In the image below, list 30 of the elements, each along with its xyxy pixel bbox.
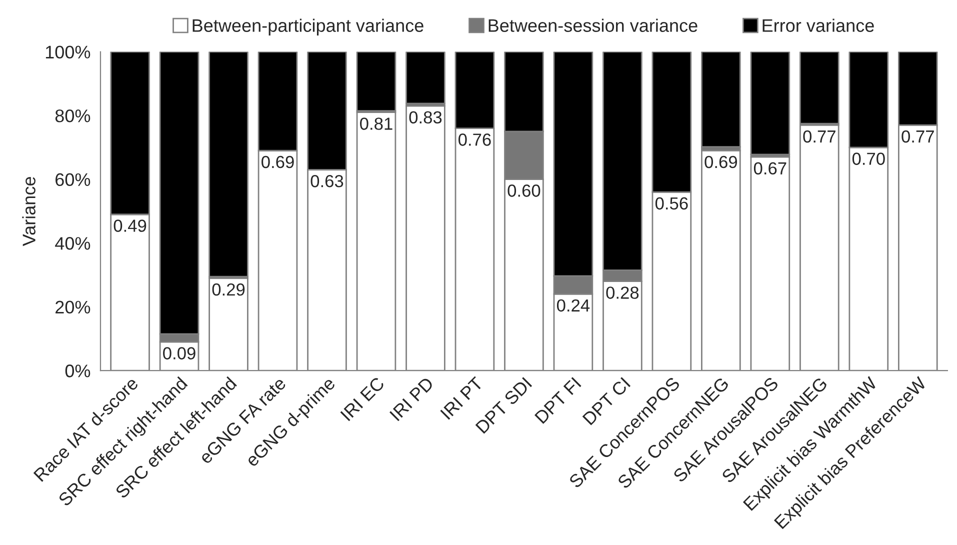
data-label: 0.09	[163, 347, 196, 360]
y-tick-label: 20%	[56, 300, 90, 314]
data-label: 0.69	[262, 156, 294, 168]
y-axis-title: Variance	[22, 177, 36, 246]
data-label: 0.63	[310, 174, 344, 188]
data-label: 0.56	[655, 197, 688, 210]
x-tick-label: IRI EC	[340, 376, 386, 422]
y-tick-label: 100%	[46, 46, 90, 58]
data-label: 0.49	[114, 220, 146, 232]
data-label: 0.81	[360, 118, 392, 130]
data-label: 0.76	[458, 134, 491, 146]
x-tick-label: IRI PD	[390, 376, 434, 422]
data-label: 0.29	[212, 283, 245, 296]
data-label: 0.60	[508, 184, 540, 197]
legend-label: Error variance	[762, 18, 874, 32]
y-tick-label: 60%	[56, 173, 90, 186]
legend-label: Between-participant variance	[192, 18, 424, 36]
y-tick-label: 40%	[55, 237, 90, 250]
data-label: 0.67	[754, 162, 786, 175]
data-label: 0.70	[852, 152, 885, 165]
data-label: 0.83	[409, 111, 442, 124]
data-label: 0.28	[606, 286, 639, 299]
y-tick-label: 80%	[55, 109, 90, 122]
legend-label: Between-session variance	[488, 18, 698, 32]
data-label: 0.24	[556, 299, 590, 312]
x-tick-label: IRI PT	[440, 376, 484, 420]
data-label: 0.77	[902, 130, 934, 143]
data-label: 0.69	[704, 156, 737, 168]
y-tick-label: 0%	[65, 364, 90, 378]
data-label: 0.77	[803, 130, 836, 143]
